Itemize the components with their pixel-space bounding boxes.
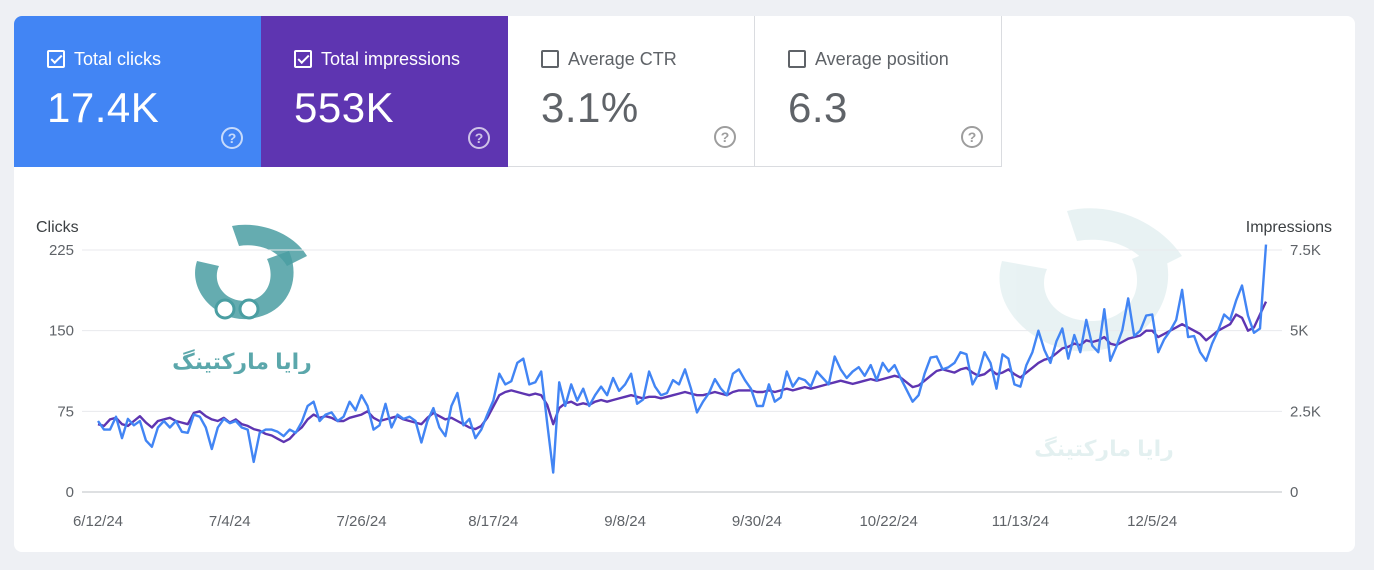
metric-value: 553K	[294, 84, 395, 131]
metric-card-average-position[interactable]: Average position 6.3 ?	[755, 16, 1002, 167]
metric-header: Average CTR	[541, 48, 754, 70]
help-icon[interactable]: ?	[961, 126, 983, 148]
x-tick-label: 9/8/24	[604, 513, 646, 530]
x-tick-label: 7/26/24	[337, 513, 387, 530]
series-lines	[97, 244, 1268, 474]
metric-label: Total clicks	[74, 48, 162, 69]
x-tick-label: 11/13/24	[992, 513, 1049, 530]
metric-header: Average position	[788, 48, 1001, 70]
right-tick-label: 5K	[1290, 323, 1308, 340]
metric-card-total-impressions[interactable]: Total impressions 553K ?	[261, 16, 508, 167]
metric-label: Average position	[815, 48, 949, 69]
check-icon	[49, 51, 63, 65]
checkbox-unchecked-icon[interactable]	[541, 50, 559, 68]
checkbox-checked-icon[interactable]	[47, 50, 65, 68]
x-tick-label: 6/12/24	[73, 513, 123, 530]
help-icon[interactable]: ?	[221, 127, 243, 149]
x-tick-label: 8/17/24	[468, 513, 518, 530]
right-axis-title: Impressions	[1246, 219, 1332, 236]
checkbox-checked-icon[interactable]	[294, 50, 312, 68]
right-tick-label: 0	[1290, 484, 1298, 501]
watermark-logo-large-icon	[999, 208, 1182, 352]
left-axis-ticks: 0 75 150 225	[49, 242, 74, 501]
help-icon[interactable]: ?	[714, 126, 736, 148]
left-tick-label: 225	[49, 242, 74, 259]
right-tick-label: 2.5K	[1290, 403, 1321, 420]
watermark-text-large: رایا مارکتینگ	[1034, 435, 1174, 461]
left-tick-label: 0	[66, 484, 74, 501]
x-tick-label: 7/4/24	[209, 513, 251, 530]
metric-label: Total impressions	[321, 48, 461, 69]
x-tick-label: 9/30/24	[732, 513, 782, 530]
x-tick-label: 10/22/24	[859, 513, 917, 530]
metric-label: Average CTR	[568, 48, 677, 69]
grid	[82, 249, 1282, 493]
help-icon[interactable]: ?	[468, 127, 490, 149]
metric-header: Total impressions	[294, 48, 508, 70]
metric-value: 6.3	[788, 84, 848, 131]
right-axis-ticks: 0 2.5K 5K 7.5K	[1290, 242, 1321, 501]
metric-header: Total clicks	[47, 48, 261, 70]
performance-panel: Total clicks 17.4K ? Total impressions 5…	[14, 16, 1355, 552]
metric-card-total-clicks[interactable]: Total clicks 17.4K ?	[14, 16, 261, 167]
x-tick-label: 12/5/24	[1127, 513, 1177, 530]
left-tick-label: 150	[49, 323, 74, 340]
metric-card-average-ctr[interactable]: Average CTR 3.1% ?	[508, 16, 755, 167]
x-axis-ticks: 6/12/24 7/4/24 7/26/24 8/17/24 9/8/24 9/30/24…	[73, 513, 1177, 530]
left-axis-title: Clicks	[36, 219, 79, 236]
metric-cards: Total clicks 17.4K ? Total impressions 5…	[14, 16, 1002, 167]
watermark-text: رایا مارکتینگ	[172, 348, 312, 374]
series-line-clicks	[97, 244, 1268, 474]
right-tick-label: 7.5K	[1290, 242, 1321, 259]
checkbox-unchecked-icon[interactable]	[788, 50, 806, 68]
metric-value: 3.1%	[541, 84, 639, 131]
left-tick-label: 75	[57, 403, 74, 420]
watermark-logo-icon	[195, 224, 307, 320]
metric-value: 17.4K	[47, 84, 160, 131]
check-icon	[296, 51, 310, 65]
performance-chart: رایا مارکتینگ رایا مارکتینگ Clicks Impre…	[36, 208, 1332, 530]
